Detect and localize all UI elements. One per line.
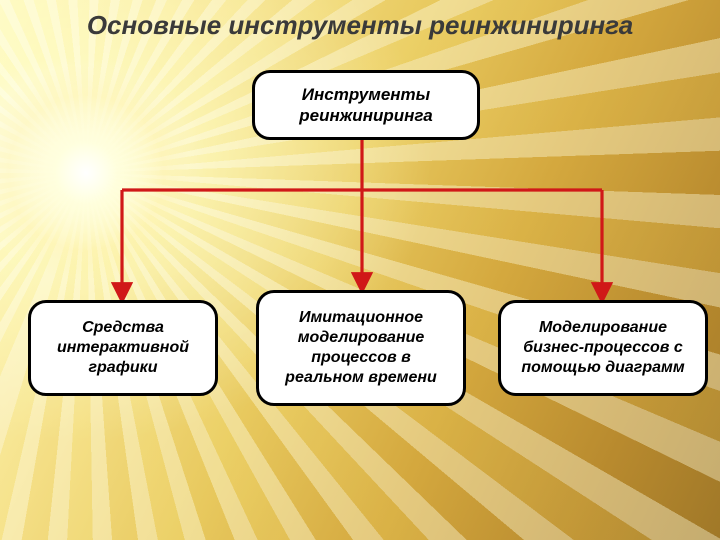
node-root: Инструменты реинжиниринга bbox=[252, 70, 480, 140]
page-title: Основные инструменты реинжиниринга bbox=[0, 10, 720, 41]
node-n1: Средства интерактивной графики bbox=[28, 300, 218, 396]
node-n2: Имитационное моделирование процессов в р… bbox=[256, 290, 466, 406]
node-n3: Моделирование бизнес-процессов с помощью… bbox=[498, 300, 708, 396]
